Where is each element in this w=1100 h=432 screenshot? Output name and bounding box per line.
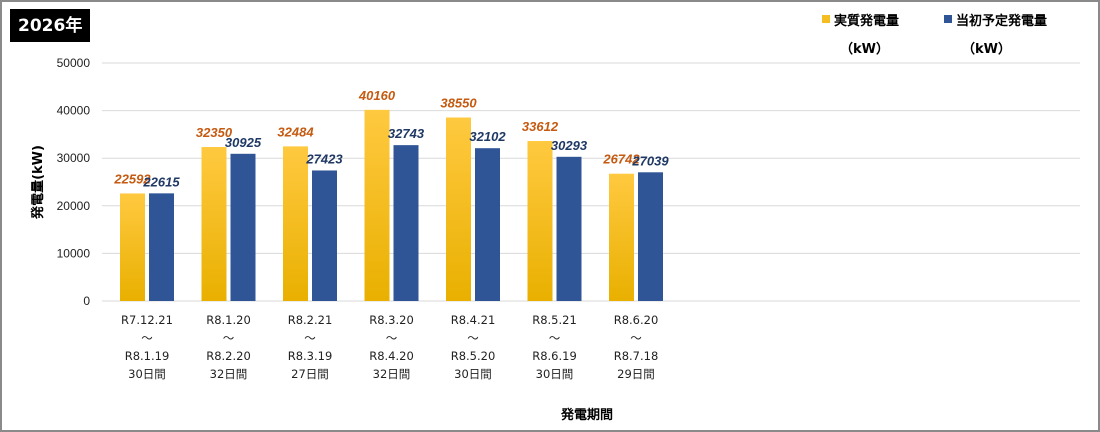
x-category-label: R8.5.20 [451,349,496,363]
data-label-actual: 33612 [522,119,559,134]
data-label-plan: 32102 [469,129,506,144]
legend-unit-actual: （kW） [840,42,889,57]
legend-swatch-actual [822,15,830,23]
x-category-label: ～ [549,331,561,345]
x-category-label: R8.4.21 [451,313,496,327]
x-category-label: R8.4.20 [369,349,414,363]
legend-label-actual: 実質発電量 [834,14,900,29]
bar-plan [475,148,500,301]
y-tick-label: 20000 [57,199,91,213]
y-tick-label: 0 [83,294,90,308]
x-category-label: 30日間 [454,367,492,381]
x-category-label: 30日間 [128,367,166,381]
x-category-label: ～ [630,331,642,345]
bar-plan [638,172,663,301]
legend-swatch-plan [944,15,952,23]
x-category-label: R8.6.19 [532,349,577,363]
x-category-label: ～ [223,331,235,345]
y-tick-label: 40000 [57,104,91,118]
y-tick-label: 50000 [57,56,91,70]
x-category-label: R8.1.19 [125,349,170,363]
data-label-actual: 38550 [440,96,477,111]
data-label-plan: 30293 [551,138,588,153]
x-category-label: R8.6.20 [614,313,659,327]
bar-actual [527,141,553,301]
bar-plan [312,170,337,301]
gridlines [102,62,1080,302]
data-label-plan: 27423 [305,151,343,166]
data-label-actual: 32484 [277,124,314,139]
data-label-plan: 27039 [631,153,669,168]
bar-actual [609,173,634,301]
x-category-label: R8.3.19 [288,349,333,363]
y-axis-title: 発電量(kW) [30,145,46,220]
x-category-label: R8.3.20 [369,313,414,327]
data-label-actual: 32350 [196,125,233,140]
bar-plan [149,193,174,301]
x-axis-categories: R7.12.21 ～ R8.1.19 30日間 R8.1.20 ～ R8.2.20 32日間 R… [121,313,658,381]
bar-plan [556,156,582,301]
year-badge: 2026年 [10,9,91,42]
data-label-plan: 22615 [142,174,180,189]
x-category-label: ～ [386,331,398,345]
x-axis-title: 発電期間 [560,407,613,423]
bar-actual [201,147,227,301]
x-category-label: ～ [304,331,316,345]
bar-actual [446,117,471,301]
data-label-actual: 26742 [602,152,640,167]
x-category-label: R8.2.20 [206,349,251,363]
data-label-plan: 30925 [225,135,262,150]
bar-plan [230,153,256,301]
x-category-label: 29日間 [617,367,655,381]
x-category-label: R7.12.21 [121,313,173,327]
bar-actual [364,109,390,301]
bars [120,109,663,301]
legend-unit-plan: （kW） [962,42,1011,57]
x-category-label: R8.7.18 [614,349,659,363]
x-category-label: R8.1.20 [206,313,251,327]
legend-label-plan: 当初予定発電量 [956,14,1048,29]
x-category-label: R8.2.21 [288,313,333,327]
bar-actual [283,146,308,301]
x-category-label: 32日間 [210,367,248,381]
y-axis-ticks: 0 10000 20000 30000 40000 50000 [57,56,91,308]
x-category-label: 30日間 [536,367,574,381]
y-tick-label: 30000 [57,151,91,165]
data-label-actual: 40160 [358,88,396,103]
x-category-label: ～ [467,331,479,345]
y-tick-label: 10000 [57,246,91,260]
x-category-label: 32日間 [373,367,411,381]
x-category-label: R8.5.21 [532,313,577,327]
bar-plan [393,145,419,301]
data-label-actual: 22592 [113,171,151,186]
x-category-label: 27日間 [291,367,329,381]
x-category-label: ～ [141,331,153,345]
bar-actual [120,193,145,301]
data-label-plan: 32743 [388,126,425,141]
